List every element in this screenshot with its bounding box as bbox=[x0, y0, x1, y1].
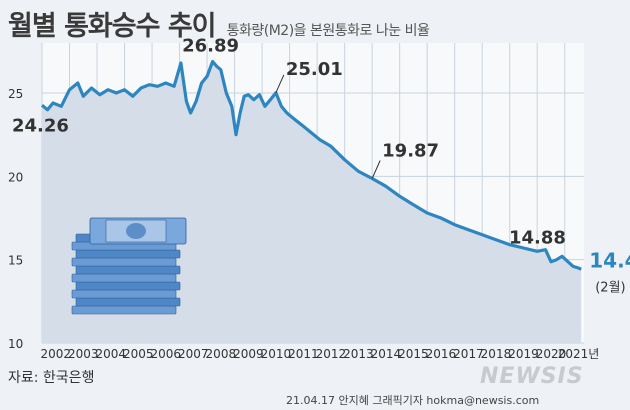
x-tick-label: 2015 bbox=[398, 347, 429, 361]
x-tick-label: 2019 bbox=[508, 347, 539, 361]
money-bill-layer bbox=[71, 305, 177, 315]
money-bill-layer bbox=[75, 265, 181, 275]
credit-line: 21.04.17 안지혜 그래픽기자 hokma@newsis.com bbox=[286, 394, 540, 407]
data-label: 24.26 bbox=[12, 115, 69, 136]
x-tick-label: 2016 bbox=[426, 347, 457, 361]
annotations: 24.26 26.89 25.01 19.87 14.88 14.42 (2월) bbox=[12, 36, 630, 296]
data-label: 19.87 bbox=[382, 141, 439, 162]
series-line bbox=[41, 59, 582, 271]
money-bill-layer bbox=[75, 281, 181, 291]
x-tick-label: 2009 bbox=[233, 347, 264, 361]
x-tick-label: 2008 bbox=[206, 347, 237, 361]
money-bill-layer bbox=[71, 257, 177, 267]
data-label: 14.88 bbox=[509, 228, 566, 249]
x-tick-label: 2021년 bbox=[558, 347, 600, 361]
x-tick-label: 2012 bbox=[316, 347, 347, 361]
x-tick-label: 2006 bbox=[151, 347, 182, 361]
title-block: 월별 통화승수 추이 통화량(M2)을 본원통화로 나눈 비율 bbox=[8, 4, 430, 44]
annotation-leader bbox=[275, 74, 285, 94]
y-tick-label: 15 bbox=[8, 254, 23, 268]
money-bill-layer bbox=[71, 273, 177, 283]
data-label: 26.89 bbox=[182, 36, 239, 57]
chart-subtitle: 통화량(M2)을 본원통화로 나눈 비율 bbox=[226, 23, 430, 39]
watermark-logo: NEWSIS bbox=[480, 364, 584, 389]
money-portrait bbox=[126, 223, 146, 239]
y-tick-label: 25 bbox=[8, 87, 23, 101]
y-axis-ticks: 10 15 20 25 bbox=[8, 87, 23, 351]
x-axis-ticks: 2002200320042005200620072008200920102011… bbox=[40, 347, 599, 361]
chart-title: 월별 통화승수 추이 bbox=[8, 11, 217, 42]
x-tick-label: 2010 bbox=[261, 347, 292, 361]
x-tick-label: 2003 bbox=[68, 347, 99, 361]
x-tick-label: 2014 bbox=[371, 347, 402, 361]
data-label: 25.01 bbox=[286, 59, 343, 80]
y-tick-label: 20 bbox=[8, 170, 23, 184]
x-tick-label: 2020 bbox=[536, 347, 567, 361]
x-tick-label: 2005 bbox=[123, 347, 154, 361]
x-tick-label: 2002 bbox=[40, 347, 71, 361]
money-bill-layer bbox=[71, 289, 177, 299]
x-tick-label: 2007 bbox=[178, 347, 209, 361]
money-stack-illustration bbox=[71, 217, 187, 315]
y-tick-label: 10 bbox=[8, 337, 23, 351]
x-tick-label: 2017 bbox=[453, 347, 484, 361]
x-tick-label: 2004 bbox=[96, 347, 127, 361]
data-label: 14.42 bbox=[589, 248, 630, 272]
annotation-leader bbox=[371, 160, 381, 179]
source-note: 자료: 한국은행 bbox=[8, 370, 95, 386]
money-bill-layer bbox=[75, 297, 181, 307]
data-label: (2월) bbox=[595, 280, 625, 295]
money-bill-layer bbox=[75, 249, 181, 259]
x-tick-label: 2018 bbox=[481, 347, 512, 361]
x-tick-label: 2011 bbox=[288, 347, 319, 361]
x-tick-label: 2013 bbox=[343, 347, 374, 361]
